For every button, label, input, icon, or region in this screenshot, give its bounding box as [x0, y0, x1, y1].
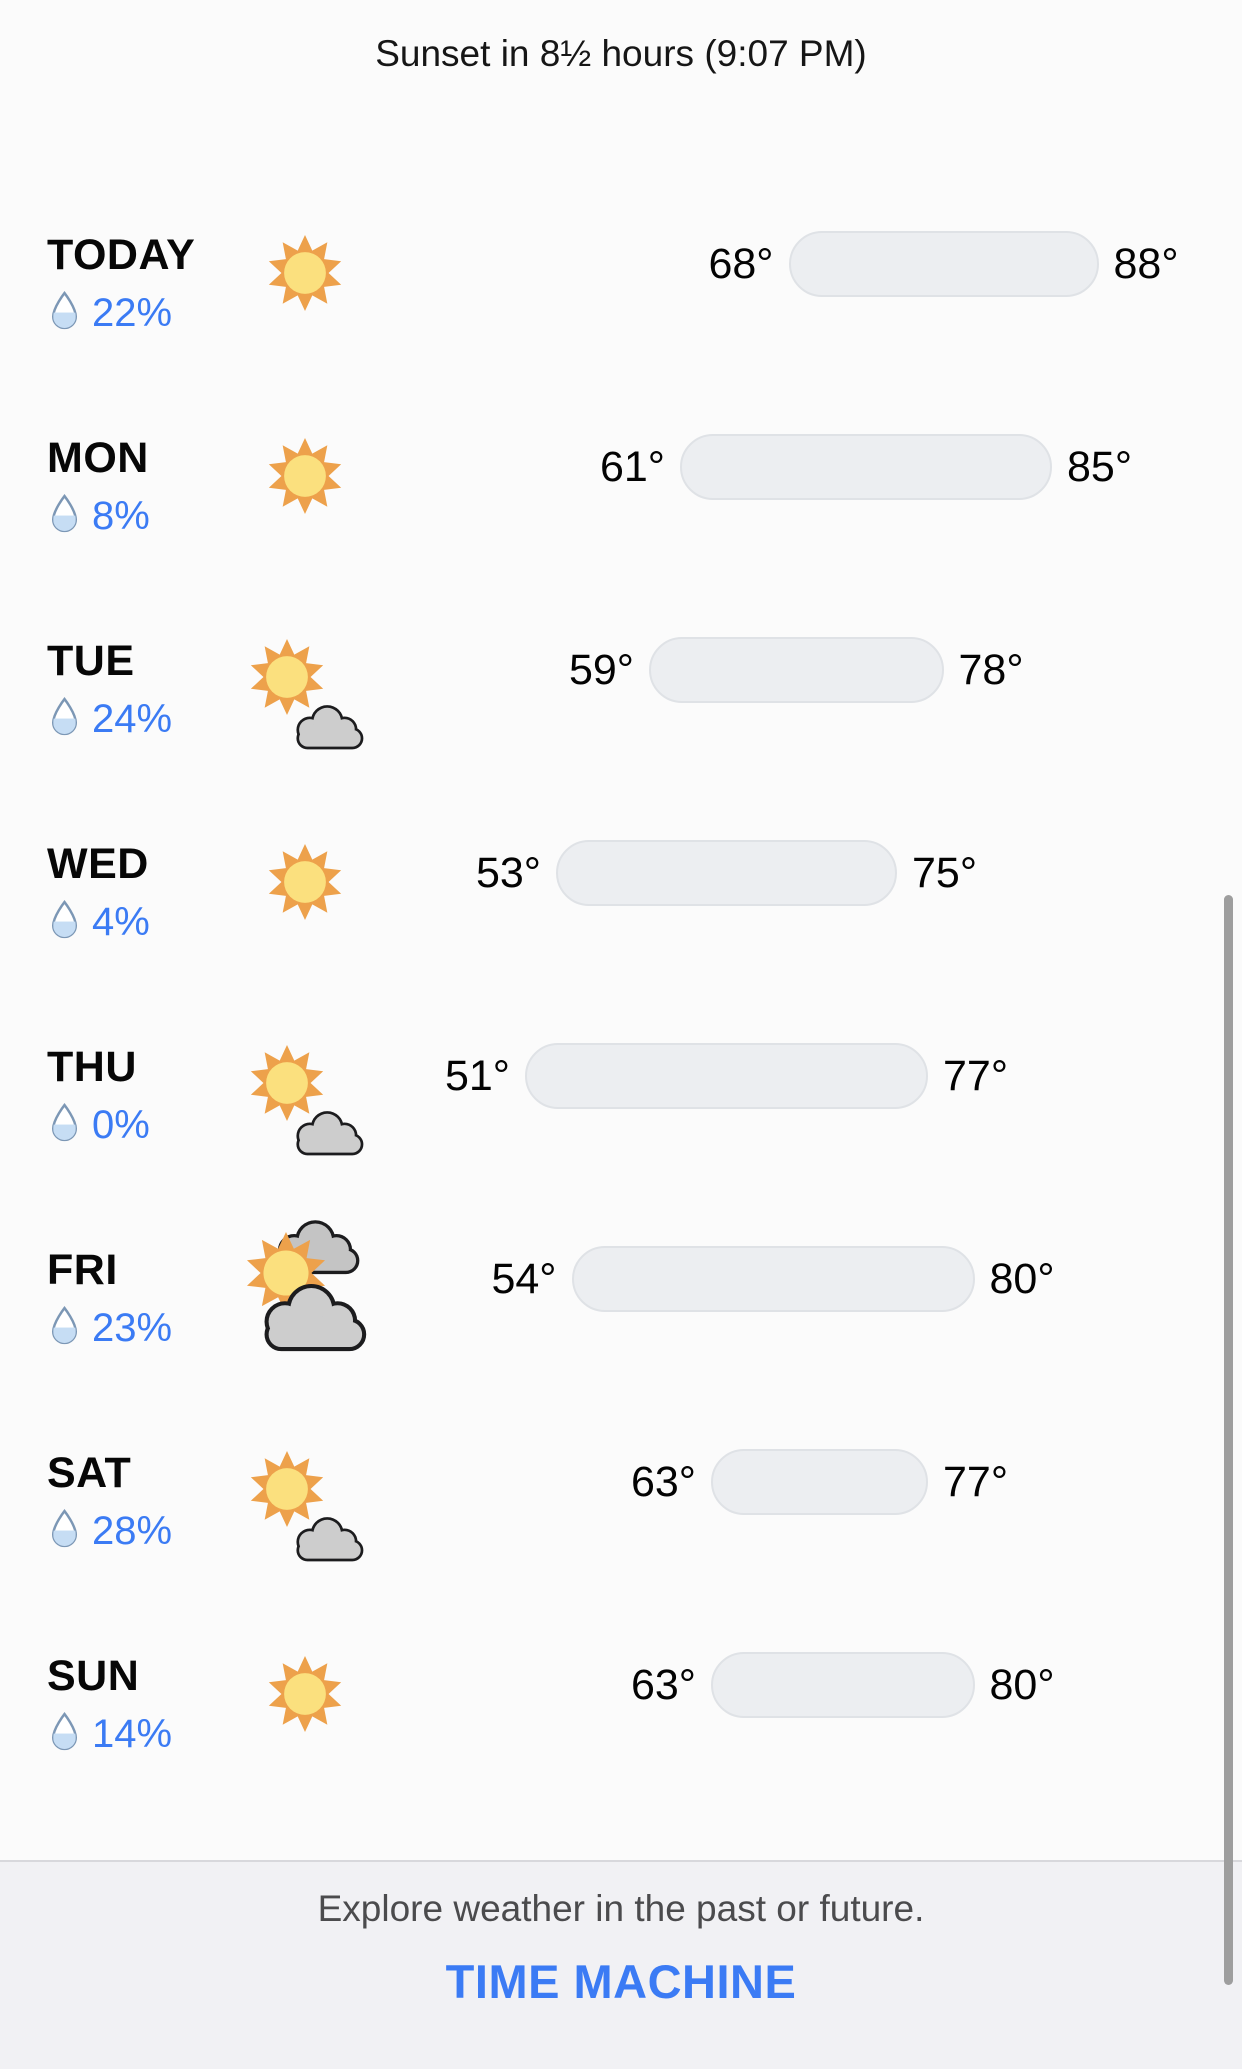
forecast-row[interactable]: TODAY 22% 68° 88° — [0, 205, 1242, 408]
precip-chance: 23% — [50, 1304, 172, 1352]
precip-chance: 4% — [50, 898, 150, 946]
water-droplet-glyph — [51, 900, 78, 939]
water-droplet-glyph — [51, 697, 78, 736]
precip-value: 8% — [92, 493, 150, 538]
scrollbar-thumb[interactable] — [1224, 895, 1233, 1985]
forecast-row[interactable]: SAT 28% 63° 77° — [0, 1423, 1242, 1626]
time-machine-caption: Explore weather in the past or future. — [317, 1888, 925, 1929]
low-temp-label: 63° — [630, 1458, 696, 1506]
water-droplet-icon — [50, 1712, 79, 1756]
footer-panel: Explore weather in the past or future. T… — [0, 1860, 1242, 2069]
day-label: THU — [47, 1043, 137, 1091]
high-temp-label: 85° — [1067, 443, 1133, 491]
forecast-row[interactable]: THU 0% 51° 77° — [0, 1017, 1242, 1220]
water-droplet-icon — [50, 291, 79, 335]
temp-range-bar — [680, 434, 1052, 500]
water-droplet-glyph — [51, 1306, 78, 1345]
low-temp-label: 61° — [599, 443, 665, 491]
water-droplet-icon — [50, 1509, 79, 1553]
precip-chance: 28% — [50, 1507, 172, 1555]
low-temp-label: 68° — [708, 240, 774, 288]
sun-glyph — [268, 1656, 342, 1732]
precip-value: 4% — [92, 899, 150, 944]
day-label: TODAY — [47, 231, 196, 279]
sun-icon — [235, 223, 385, 363]
water-droplet-glyph — [51, 1103, 78, 1142]
sun-icon — [235, 832, 385, 972]
sun-glyph — [250, 1045, 324, 1121]
high-temp-label: 80° — [989, 1255, 1055, 1303]
precip-value: 24% — [92, 696, 173, 741]
high-temp-label: 88° — [1113, 240, 1179, 288]
water-droplet-icon — [50, 1103, 79, 1147]
precip-chance: 14% — [50, 1710, 172, 1758]
high-temp-label: 75° — [912, 849, 978, 897]
precip-chance: 24% — [50, 695, 172, 743]
temp-range-bar — [525, 1043, 928, 1109]
sun-icon — [235, 1644, 385, 1784]
sun-behind-clouds-icon — [235, 1220, 385, 1378]
sun-glyph — [268, 235, 342, 311]
water-droplet-glyph — [51, 291, 78, 330]
high-temp-label: 78° — [958, 646, 1024, 694]
forecast-row[interactable]: TUE 24% 59° 78° — [0, 611, 1242, 814]
forecast-row[interactable]: MON 8% 61° 85° — [0, 408, 1242, 611]
temp-range-bar — [711, 1449, 928, 1515]
water-droplet-icon — [50, 900, 79, 944]
forecast-list: TODAY 22% 68° 88° MON 8% 61° 85° TUE 24%… — [0, 205, 1242, 1829]
sun-glyph — [268, 844, 342, 920]
sun-behind-small-cloud-icon — [235, 1035, 385, 1175]
water-droplet-icon — [50, 494, 79, 538]
cloud-glyph — [296, 1517, 364, 1562]
precip-value: 0% — [92, 1102, 150, 1147]
sunset-status-text: Sunset in 8½ hours (9:07 PM) — [375, 33, 867, 74]
temp-range-bar — [649, 637, 944, 703]
precip-chance: 8% — [50, 492, 150, 540]
water-droplet-glyph — [51, 494, 78, 533]
precip-value: 14% — [92, 1711, 173, 1756]
precip-value: 28% — [92, 1508, 173, 1553]
forecast-row[interactable]: WED 4% 53° 75° — [0, 814, 1242, 1017]
low-temp-label: 63° — [630, 1661, 696, 1709]
cloud-glyph — [296, 1111, 364, 1156]
cloud-glyph — [296, 705, 364, 750]
low-temp-label: 54° — [491, 1255, 557, 1303]
water-droplet-glyph — [51, 1509, 78, 1548]
sun-glyph — [268, 438, 342, 514]
temp-range-bar — [711, 1652, 975, 1718]
temp-range-bar — [571, 1246, 975, 1312]
forecast-row[interactable]: FRI 23% 54° 80° — [0, 1220, 1242, 1423]
high-temp-label: 80° — [989, 1661, 1055, 1709]
day-label: FRI — [47, 1246, 118, 1294]
water-droplet-icon — [50, 697, 79, 741]
precip-value: 23% — [92, 1305, 173, 1350]
sun-glyph — [250, 639, 324, 715]
day-label: SAT — [47, 1449, 132, 1497]
temp-range-bar — [556, 840, 897, 906]
cloud-glyph — [264, 1283, 367, 1352]
precip-chance: 0% — [50, 1101, 150, 1149]
low-temp-label: 59° — [568, 646, 634, 694]
high-temp-label: 77° — [943, 1458, 1009, 1506]
sun-glyph — [250, 1451, 324, 1527]
time-machine-button[interactable]: TIME MACHINE — [0, 1954, 1242, 2009]
precip-value: 22% — [92, 290, 173, 335]
low-temp-label: 53° — [475, 849, 541, 897]
sun-icon — [235, 426, 385, 566]
low-temp-label: 51° — [444, 1052, 510, 1100]
sun-behind-small-cloud-icon — [235, 1441, 385, 1581]
day-label: MON — [47, 434, 149, 482]
water-droplet-glyph — [51, 1712, 78, 1751]
sun-behind-small-cloud-icon — [235, 629, 385, 769]
day-label: WED — [47, 840, 149, 888]
temp-range-bar — [788, 231, 1099, 297]
day-label: TUE — [47, 637, 135, 685]
water-droplet-icon — [50, 1306, 79, 1350]
precip-chance: 22% — [50, 289, 172, 337]
forecast-row[interactable]: SUN 14% 63° 80° — [0, 1626, 1242, 1829]
high-temp-label: 77° — [943, 1052, 1009, 1100]
day-label: SUN — [47, 1652, 140, 1700]
